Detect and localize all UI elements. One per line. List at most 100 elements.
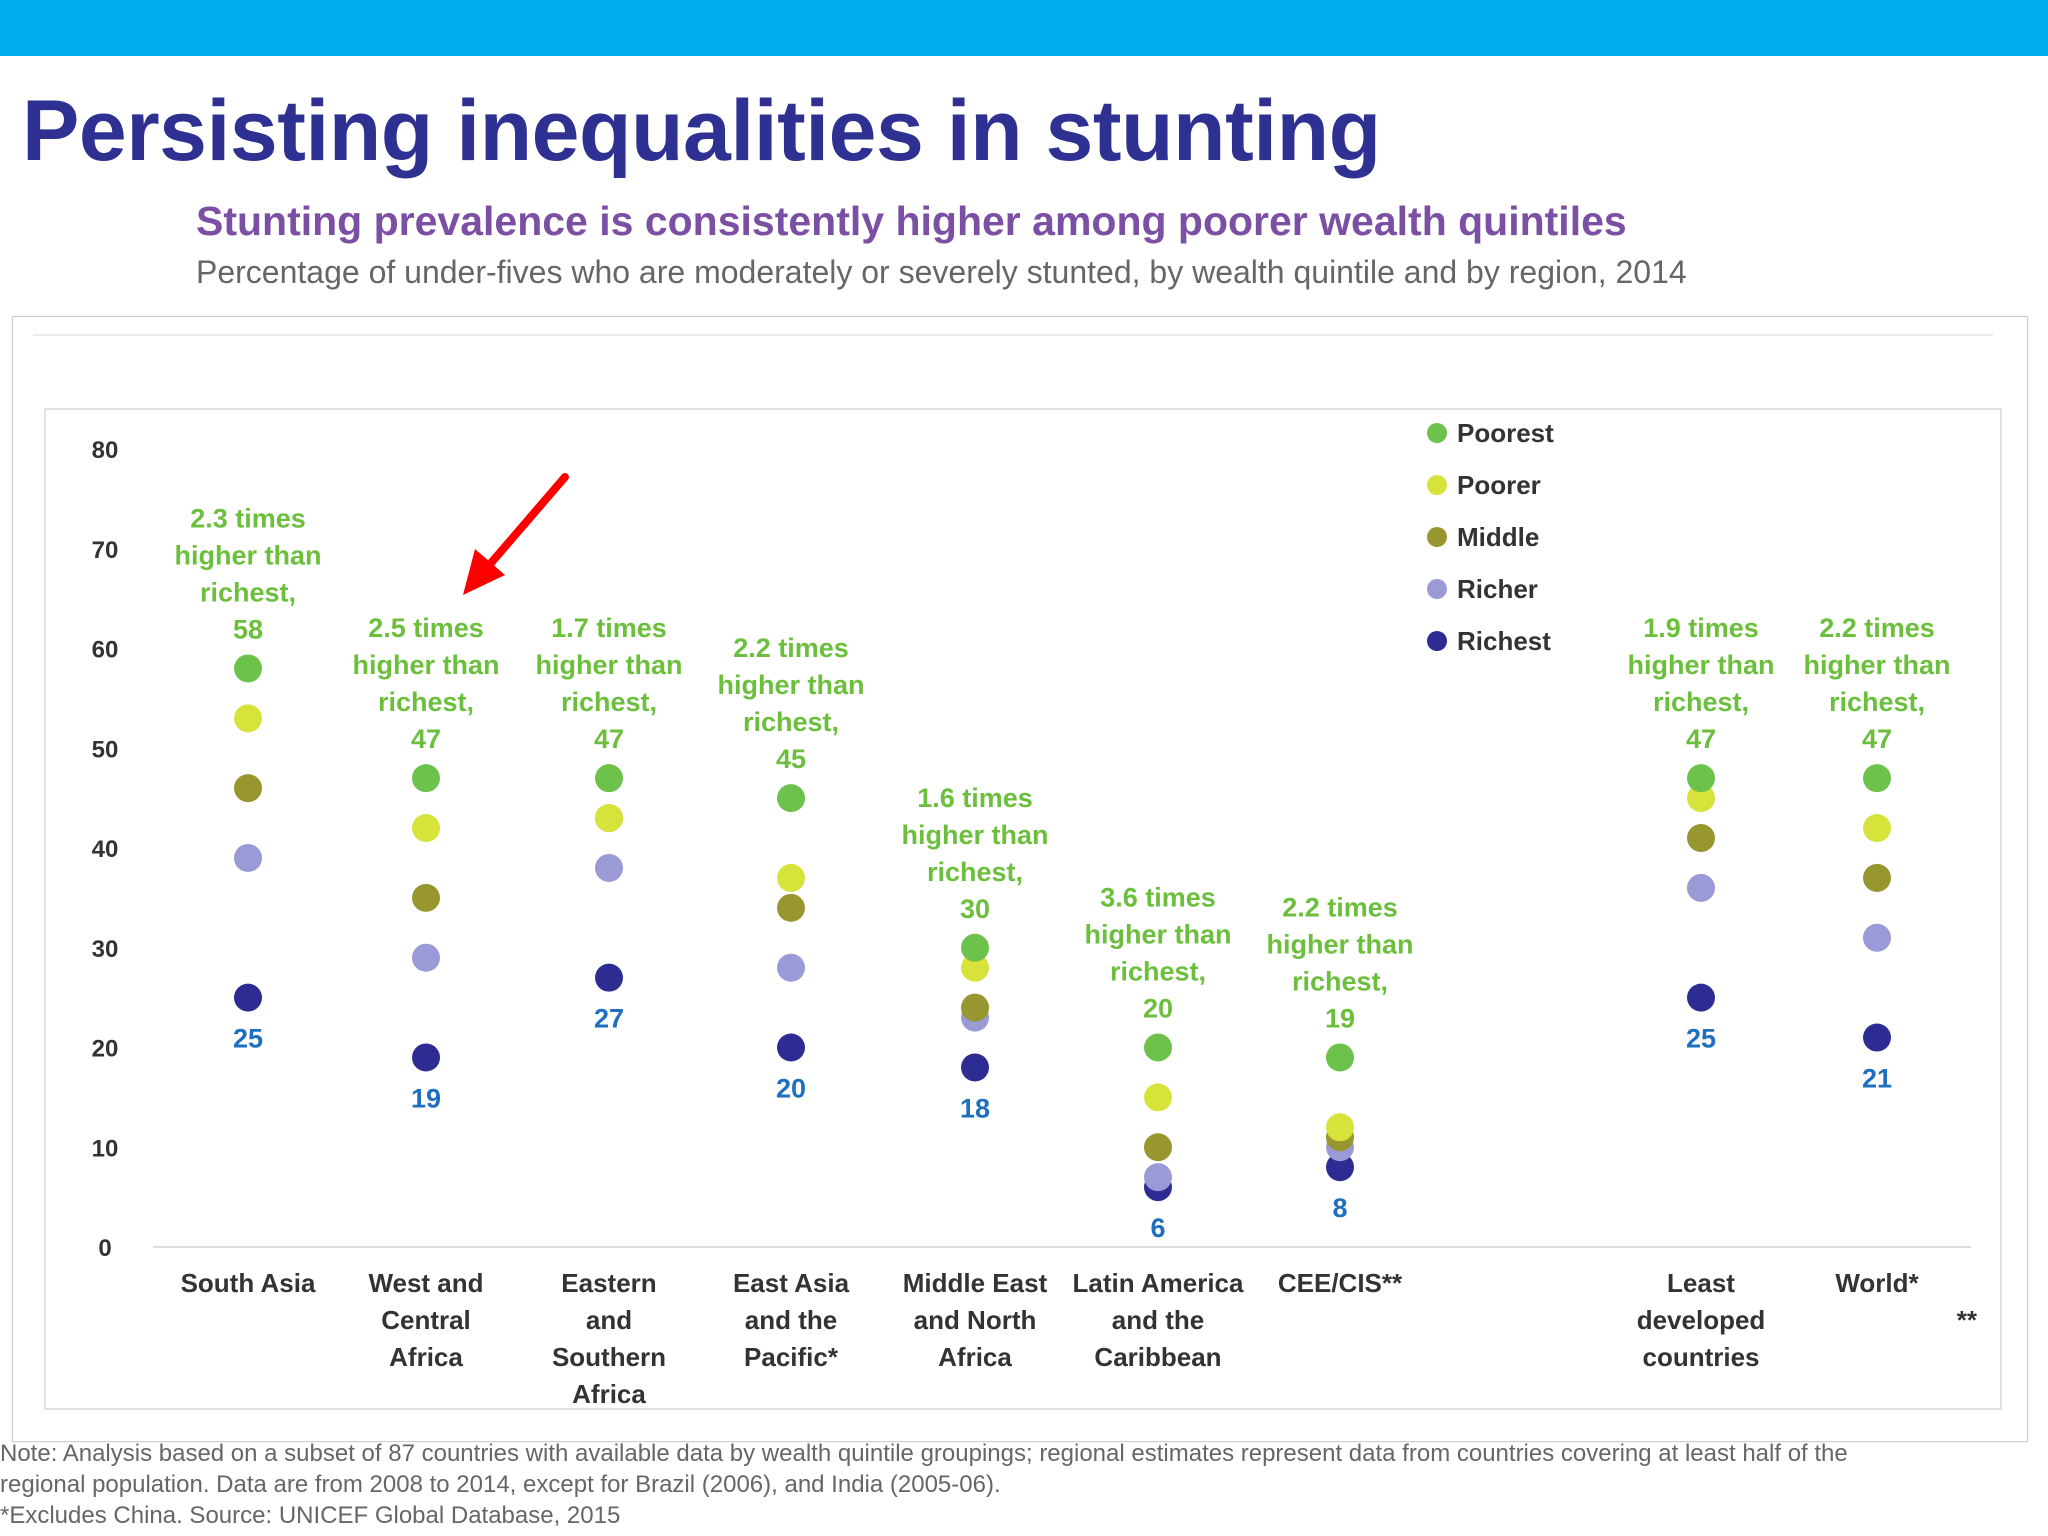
footnote-line: regional population. Data are from 2008 … xyxy=(0,1471,1001,1498)
x-tick-label: Southern xyxy=(552,1342,666,1372)
data-point-poorer xyxy=(412,814,440,843)
data-point-richest xyxy=(1326,1153,1354,1182)
x-tick-label: and xyxy=(586,1305,632,1335)
footnote-line: *Excludes China. Source: UNICEF Global D… xyxy=(0,1502,621,1529)
data-point-richer xyxy=(595,853,623,882)
data-label-annotation: higher than xyxy=(1628,650,1775,680)
data-label-annotation: higher than xyxy=(902,820,1049,850)
x-tick-label: Caribbean xyxy=(1094,1342,1221,1372)
data-label-annotation: 2.2 times xyxy=(733,633,849,663)
data-point-richest xyxy=(961,1053,989,1082)
y-tick-label: 60 xyxy=(92,637,119,664)
data-point-poorer xyxy=(1863,814,1891,843)
data-point-richer xyxy=(412,943,440,972)
data-point-richer xyxy=(777,953,805,982)
data-point-poorest xyxy=(961,933,989,962)
stunting-chart: 0 10 20 30 40 50 60 70 80 2.3 times higher than ric… xyxy=(33,334,2002,1410)
data-label-richest: 18 xyxy=(960,1093,990,1123)
data-label-richest: 21 xyxy=(1862,1064,1892,1094)
data-point-richer xyxy=(1863,923,1891,952)
data-label-annotation: higher than xyxy=(1085,920,1232,950)
data-label-annotation: higher than xyxy=(536,650,683,680)
data-point-richer xyxy=(1687,873,1715,902)
plot-area xyxy=(44,408,2002,1410)
data-point-richer xyxy=(1144,1163,1172,1192)
data-label-annotation: richest, xyxy=(200,577,296,607)
data-label-annotation: 2.3 times xyxy=(190,503,306,533)
legend-label-middle: Middle xyxy=(1457,522,1539,552)
data-label-annotation: 1.9 times xyxy=(1643,613,1759,643)
data-label-annotation: 47 xyxy=(411,724,441,754)
data-label-annotation: 45 xyxy=(776,744,806,774)
chart-caption: Percentage of under-fives who are modera… xyxy=(196,254,1687,290)
data-point-poorer xyxy=(1326,1113,1354,1142)
data-label-annotation: 2.2 times xyxy=(1819,613,1935,643)
data-point-poorest xyxy=(1687,764,1715,793)
x-tick-label: World* xyxy=(1835,1268,1919,1298)
y-tick-label: 80 xyxy=(92,437,119,464)
data-label-annotation: higher than xyxy=(175,540,322,570)
data-label-annotation: 47 xyxy=(594,724,624,754)
data-label-annotation: higher than xyxy=(718,670,865,700)
x-tick-label: Africa xyxy=(572,1379,646,1409)
data-point-richest xyxy=(777,1033,805,1062)
data-label-annotation: 1.6 times xyxy=(917,783,1033,813)
data-point-middle xyxy=(234,774,262,803)
data-point-richest xyxy=(1687,983,1715,1012)
data-point-middle xyxy=(961,993,989,1022)
data-label-richest: 25 xyxy=(233,1024,263,1054)
legend-label-richer: Richer xyxy=(1457,574,1538,604)
data-point-poorer xyxy=(1144,1083,1172,1112)
chart-frame: 0 10 20 30 40 50 60 70 80 2.3 times higher than ric… xyxy=(12,316,2028,1442)
data-point-poorest xyxy=(1326,1043,1354,1072)
legend-label-poorer: Poorer xyxy=(1457,470,1541,500)
x-tick-label: and North xyxy=(914,1305,1037,1335)
y-tick-label: 50 xyxy=(92,736,119,763)
data-label-annotation: 47 xyxy=(1862,724,1892,754)
data-label-annotation: richest, xyxy=(1653,687,1749,717)
x-tick-label: Latin America xyxy=(1073,1268,1245,1298)
data-point-middle xyxy=(412,883,440,912)
y-tick-label: 10 xyxy=(92,1135,119,1162)
x-tick-label: Africa xyxy=(938,1342,1012,1372)
data-label-annotation: 2.2 times xyxy=(1282,892,1398,922)
x-tick-label: countries xyxy=(1642,1342,1759,1372)
x-tick-label: and the xyxy=(1112,1305,1204,1335)
y-tick-label: 0 xyxy=(98,1235,111,1262)
data-label-annotation: 2.5 times xyxy=(368,613,484,643)
x-tick-label: East Asia xyxy=(733,1268,850,1298)
y-tick-label: 70 xyxy=(92,537,119,564)
data-point-poorest xyxy=(412,764,440,793)
data-label-annotation: richest, xyxy=(561,687,657,717)
data-label-annotation: higher than xyxy=(1804,650,1951,680)
data-label-annotation: richest, xyxy=(1292,966,1388,996)
data-label-richest: 19 xyxy=(411,1083,441,1113)
data-label-annotation: richest, xyxy=(378,687,474,717)
legend-swatch-richest xyxy=(1427,631,1447,651)
data-label-annotation: 58 xyxy=(233,614,263,644)
x-tick-label: ** xyxy=(1957,1305,1978,1335)
x-tick-label: Middle East xyxy=(903,1268,1048,1298)
data-label-annotation: higher than xyxy=(1267,929,1414,959)
footnotes: Note: Analysis based on a subset of 87 c… xyxy=(0,1438,2040,1531)
legend-label-richest: Richest xyxy=(1457,626,1551,656)
data-label-annotation: 30 xyxy=(960,894,990,924)
data-point-middle xyxy=(1687,824,1715,853)
data-point-richest xyxy=(412,1043,440,1072)
x-tick-label: and the xyxy=(745,1305,837,1335)
x-tick-label: Least xyxy=(1667,1268,1735,1298)
y-tick-label: 20 xyxy=(92,1036,119,1063)
data-point-richest xyxy=(595,963,623,992)
x-tick-label: Pacific* xyxy=(744,1342,839,1372)
y-tick-label: 40 xyxy=(92,836,119,863)
data-label-richest: 27 xyxy=(594,1004,624,1034)
data-point-middle xyxy=(1863,863,1891,892)
data-label-richest: 20 xyxy=(776,1074,806,1104)
data-label-annotation: richest, xyxy=(1110,957,1206,987)
data-label-annotation: 20 xyxy=(1143,994,1173,1024)
x-tick-label: CEE/CIS** xyxy=(1278,1268,1403,1298)
data-point-poorest xyxy=(234,654,262,683)
slide-title: Persisting inequalities in stunting xyxy=(22,83,1381,179)
data-label-annotation: richest, xyxy=(927,857,1023,887)
data-point-poorer xyxy=(1687,784,1715,813)
